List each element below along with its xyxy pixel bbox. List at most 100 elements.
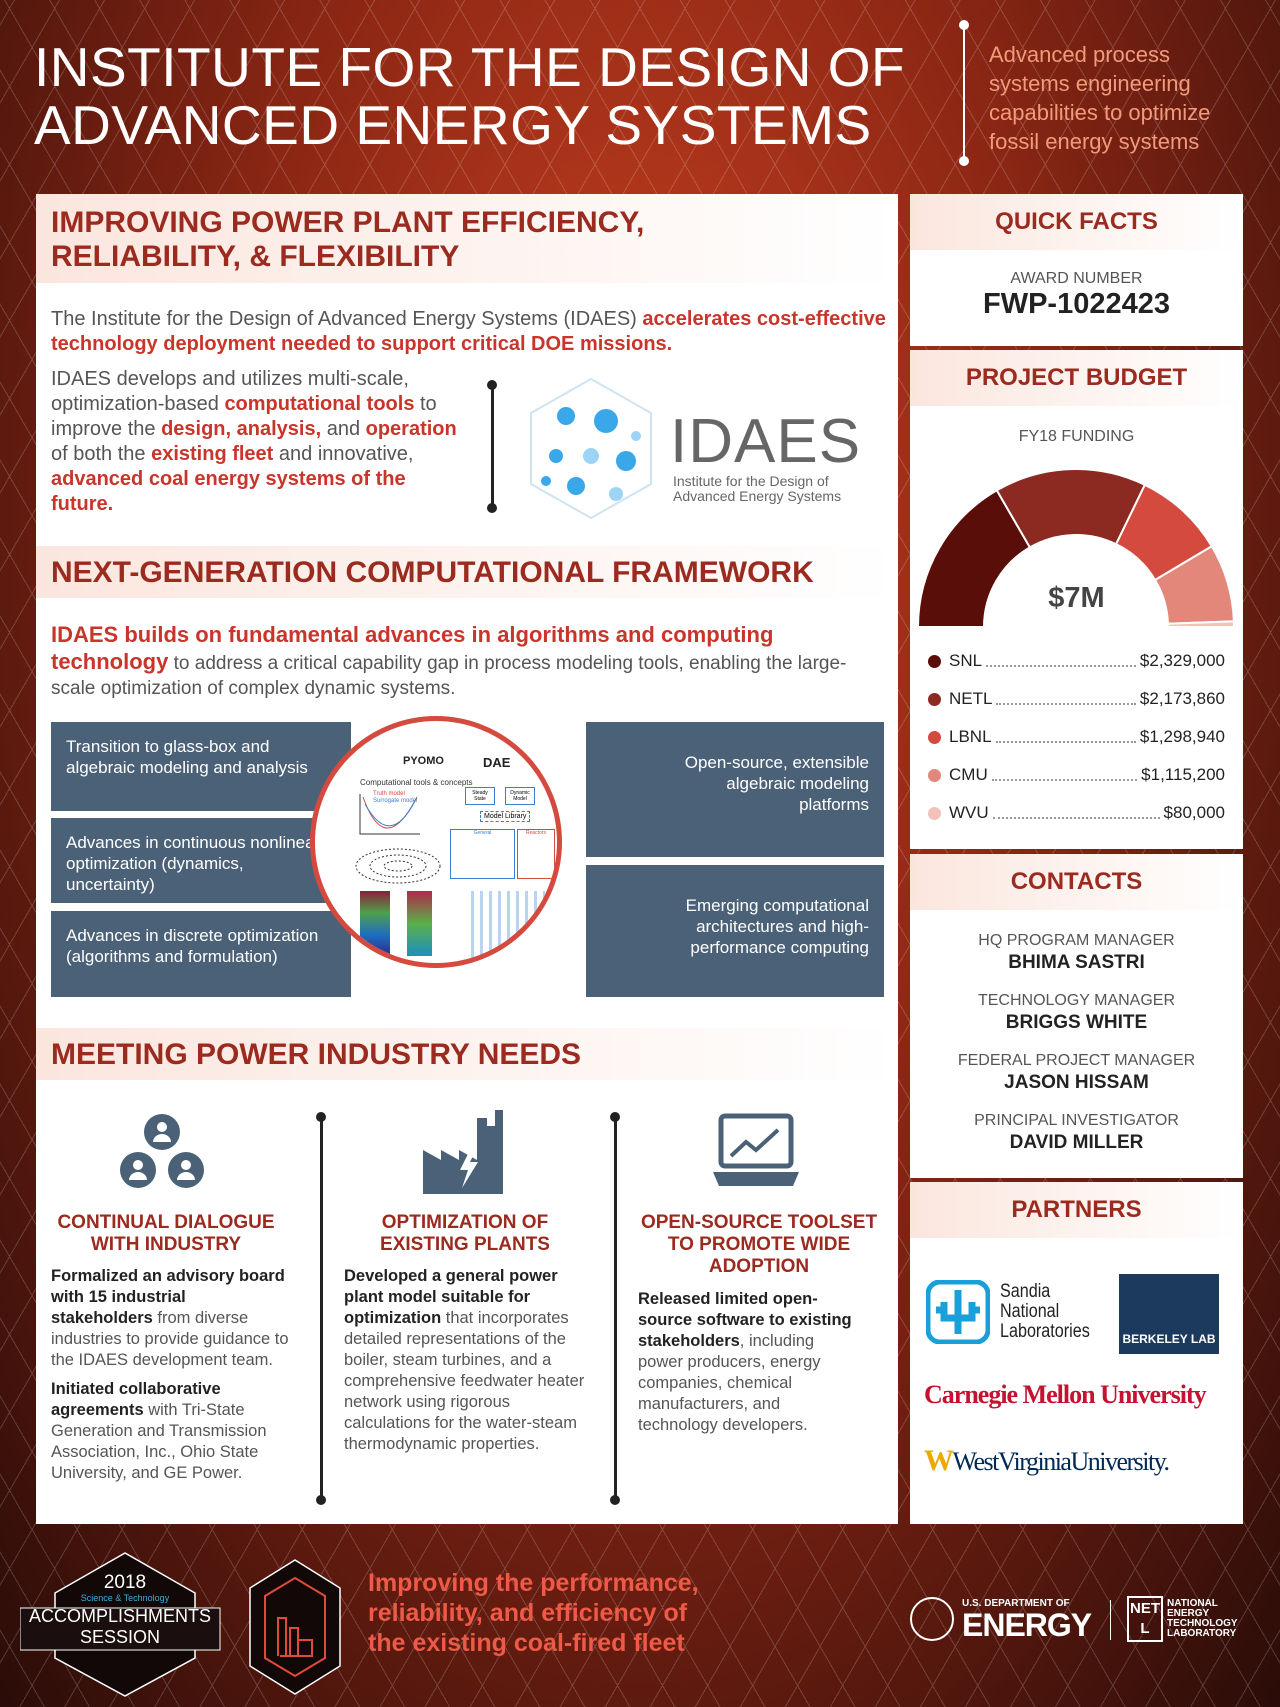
framework-item: Emerging computational architectures and… (586, 865, 884, 997)
legend-swatch (928, 768, 941, 782)
sandia-logo (926, 1280, 990, 1344)
legend-amount: $80,000 (1163, 803, 1225, 822)
legend-label: SNL (949, 651, 983, 670)
column-title: OPTIMIZATION OF EXISTING PLANTS (380, 1212, 550, 1255)
computational-tools-circle: PYOMO DAE Computational tools & concepts… (310, 716, 562, 968)
doe-seal-icon (910, 1597, 954, 1641)
idaes-wordmark: IDAES (670, 407, 862, 476)
column-text: Released limited open-source software to… (638, 1290, 852, 1434)
framework-item: Advances in discrete optimization (algor… (51, 911, 351, 997)
laptop-chart-icon (713, 1113, 799, 1186)
boiler-model-image (407, 891, 432, 956)
section-heading: IMPROVING POWER PLANT EFFICIENCY, RELIABI… (36, 194, 898, 283)
intro-text: The Institute for the Design of Advanced… (51, 308, 886, 355)
leader-dots (992, 807, 1160, 819)
accomplishments-badge (20, 1552, 341, 1697)
general-models-box: General (450, 829, 515, 879)
framework-item: Transition to glass-box and algebraic mo… (51, 722, 351, 811)
badge-title: ACCOMPLISHMENTS SESSION (28, 1606, 212, 1647)
people-network-icon (120, 1114, 204, 1188)
partners-heading: PARTNERS (910, 1182, 1243, 1238)
legend-label: LBNL (949, 727, 992, 746)
legend-swatch (928, 730, 941, 744)
legend-swatch (928, 806, 941, 820)
surrogate-model-plot (359, 794, 420, 835)
badge-year: 2018 (103, 1572, 147, 1593)
column-text: Developed a general power plant model su… (344, 1267, 585, 1453)
power-plant-icon (423, 1110, 503, 1194)
divider (610, 1112, 620, 1505)
diagram-caption: Computational tools & concepts (360, 778, 473, 787)
contact-name: JASON HISSAM (1004, 1072, 1149, 1093)
divider (316, 1112, 326, 1505)
leader-dots (995, 731, 1136, 743)
surrogate-model-label: Surrogate model (373, 798, 418, 804)
gauge-slice-wvu (1166, 620, 1236, 628)
partners-panel: PARTNERS Sandia National Laboratories BERK… (910, 1182, 1243, 1524)
section-heading: MEETING POWER INDUSTRY NEEDS (36, 1028, 898, 1080)
legend-amount: $2,329,000 (1139, 651, 1225, 670)
optimization-contour-plot (355, 848, 441, 884)
column-title: OPEN-SOURCE TOOLSET TO PROMOTE WIDE ADOPTI… (640, 1212, 878, 1277)
award-number: FWP-1022423 (983, 288, 1170, 320)
page-subtitle: Advanced process systems engineering capab… (989, 42, 1211, 154)
legend-amount: $1,298,940 (1139, 727, 1225, 746)
budget-legend-item: LBNL $1,298,940 (928, 725, 1225, 749)
netl-logo-mark: NETL (1127, 1596, 1163, 1642)
budget-total: $7M (1048, 582, 1105, 614)
contacts-heading: CONTACTS (910, 854, 1243, 910)
framework-lead: IDAES builds on fundamental advances in … (51, 622, 847, 699)
berkeley-lab-logo: BERKELEY LAB (1119, 1274, 1219, 1354)
truth-model-label: Truth model (373, 791, 405, 797)
section-heading: NEXT-GENERATION COMPUTATIONAL FRAMEWORK (36, 546, 898, 598)
budget-gauge-chart (916, 468, 1236, 628)
idaes-tagline: Institute for the Design of Advanced Ener… (673, 473, 842, 504)
netl-name: NATIONAL ENERGY TECHNOLOGY LABORATORY (1167, 1598, 1238, 1639)
contact-role: HQ PROGRAM MANAGER (978, 932, 1175, 949)
legend-swatch (928, 692, 941, 706)
model-library-box: Model Library (480, 811, 531, 822)
quick-facts-panel: QUICK FACTS AWARD NUMBER FWP-1022423 (910, 194, 1243, 346)
cmu-logo: Carnegie Mellon University (924, 1380, 1207, 1409)
budget-legend-item: WVU $80,000 (928, 801, 1225, 825)
legend-swatch (928, 654, 941, 668)
budget-heading: PROJECT BUDGET (910, 350, 1243, 406)
contact-name: BHIMA SASTRI (1008, 952, 1145, 973)
contact-role: PRINCIPAL INVESTIGATOR (974, 1112, 1179, 1129)
page-title: INSTITUTE FOR THE DESIGN OF ADVANCED ENER… (34, 36, 906, 156)
column-text: Formalized an advisory board with 15 ind… (51, 1267, 289, 1482)
contact-name: DAVID MILLER (1009, 1132, 1144, 1153)
steady-state-box: Steady State (465, 787, 495, 805)
contact-name: BRIGGS WHITE (1005, 1012, 1148, 1033)
column-title: CONTINUAL DIALOGUE WITH INDUSTRY (57, 1212, 275, 1255)
contact-role: TECHNOLOGY MANAGER (977, 992, 1176, 1009)
legend-label: WVU (949, 803, 989, 822)
framework-item: Open-source, extensible algebraic modeli… (586, 722, 884, 857)
wvu-flying-wv-icon: W (924, 1444, 954, 1477)
divider (959, 20, 969, 166)
legend-label: CMU (949, 765, 988, 784)
legend-amount: $2,173,860 (1139, 689, 1225, 708)
leader-dots (991, 769, 1138, 781)
dynamic-model-box: Dynamic Model (505, 787, 535, 805)
footer-tagline: Improving the performance, reliability, a… (368, 1569, 699, 1657)
budget-legend-item: NETL $2,173,860 (928, 687, 1225, 711)
quick-facts-heading: QUICK FACTS (910, 194, 1243, 250)
divider (1110, 1600, 1111, 1640)
wvu-logo: WWestVirginiaUniversity. (924, 1444, 1170, 1477)
doe-logo: U.S. DEPARTMENT OF ENERGY (962, 1598, 1092, 1643)
leader-dots (996, 693, 1136, 705)
legend-amount: $1,115,200 (1141, 765, 1225, 784)
budget-panel: PROJECT BUDGET FY18 FUNDING $7M SNL $2,32… (910, 350, 1243, 849)
pyomo-logo: PYOMO (403, 755, 444, 767)
idaes-description: IDAES develops and utilizes multi-scale,… (51, 368, 457, 515)
contact-role: FEDERAL PROJECT MANAGER (957, 1052, 1196, 1069)
badge-subtitle: Science & Technology (80, 1593, 170, 1603)
budget-legend-item: SNL $2,329,000 (928, 649, 1225, 673)
framework-item: Advances in continuous nonlinear optimiz… (51, 818, 351, 903)
main-panel: IMPROVING POWER PLANT EFFICIENCY, RELIABI… (36, 194, 898, 1524)
reactors-box: Reactors (517, 829, 555, 879)
boiler-model-image (360, 891, 390, 956)
contacts-panel: CONTACTS HQ PROGRAM MANAGER BHIMA SASTRI… (910, 854, 1243, 1178)
idaes-hexagon-logo (530, 377, 652, 520)
